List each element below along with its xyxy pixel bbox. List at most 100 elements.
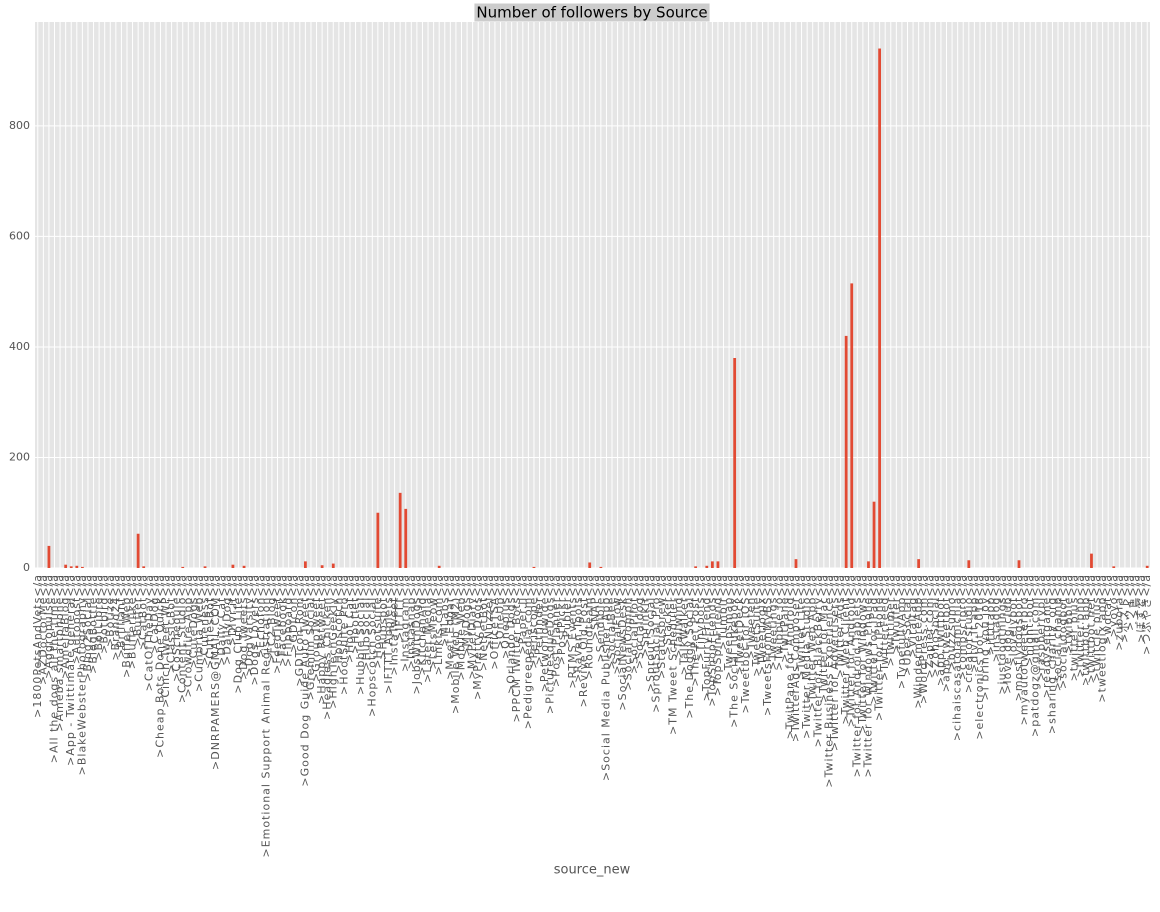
x-tick-label: >BlogBottle</a [87, 574, 100, 674]
x-tick-label: >Cuteness</a [198, 574, 211, 666]
x-tick-label: >Botbird</a [98, 574, 111, 654]
bar [1017, 560, 1021, 568]
x-tick-label: >TwitPane</a [778, 574, 791, 663]
x-tick-label: >IFTTT Applets</a [382, 574, 395, 694]
x-tick-label: >TopSpinFriend</a [711, 574, 724, 696]
x-tick-label: >Post Planner</a [549, 574, 562, 687]
bar [64, 564, 68, 568]
x-tick-label: >Twittimer</a [884, 574, 897, 667]
x-tick-label: >Cumbria Web</a [192, 574, 205, 692]
x-tick-label: >Twitter for Windows</a [856, 574, 869, 734]
x-tick-label: >Hootlet</a [349, 574, 362, 654]
x-tick-label: >WordPress.com</a [917, 574, 930, 704]
x-tick-label: >WindermereApp</a [912, 574, 925, 709]
x-tick-label: >Brand24</a [109, 574, 122, 661]
x-tick-label: >app.tweetbot</a [940, 574, 953, 692]
x-tick-label: >twittbot.net</a [1084, 574, 1097, 683]
x-tick-label: >lovelybot</a [1006, 574, 1019, 667]
chart-title: Number of followers by Source [476, 4, 707, 22]
x-tick-label: >CatBot</a [137, 574, 150, 650]
x-tick-label: >Crowdfire App</a [181, 574, 194, 698]
x-tick-label: >Blog2Social</a [81, 574, 94, 682]
x-tick-label: >Gremlin Social</a [304, 574, 317, 700]
x-tick-label: >CutiesBot</a [204, 574, 217, 669]
x-tick-label: >sharing_charity_org</a [1045, 574, 1058, 734]
x-tick-label: >Echofon</a [254, 574, 267, 658]
x-tick-label: >MyDogs</a [460, 574, 473, 657]
x-tick-label: >Tweetbot for iOS</a [739, 574, 752, 713]
x-tick-label: >Meet Edgar</a [443, 574, 456, 680]
x-tick-label: >Cheap Bots Done Quick</a [153, 574, 166, 758]
x-tick-label: >Daily Cat</a [215, 574, 228, 666]
x-tick-label: >Emotional Support Animal Registration</… [259, 574, 272, 858]
x-tick-label: >BlakeWebsterPhotography</a [75, 574, 88, 775]
x-tick-label: >Twitter Web Client</a [839, 574, 852, 725]
x-tick-label: >Later Media</a [421, 574, 434, 683]
bar [867, 561, 870, 568]
x-tick-label: >Social Media Publisher App</a [599, 574, 612, 781]
x-tick-label: >Hopscotch</a [332, 574, 345, 674]
x-tick-label: >TweetsFromMyBS</a [761, 574, 774, 716]
bar [1145, 565, 1149, 568]
x-tick-label: >Twitter for Windows Phone</a [861, 574, 874, 778]
x-tick-label: >Dog Club Life</a [231, 574, 244, 694]
bar [850, 283, 854, 568]
bar [1090, 553, 1093, 568]
x-tick-label: >GDTcon Rom</a [293, 574, 306, 687]
x-tick-label: >Twitter Ads</a [834, 574, 847, 678]
x-tick-label: >Tweeten</a [744, 574, 757, 659]
x-tick-label: >App - Twittimate general</a [64, 574, 77, 766]
x-tick-label: >TalkWalker</a [677, 574, 690, 675]
x-tick-label: >HubSocial</a [360, 574, 373, 671]
x-tick-label: >DNRPAMERS@GMAIL.COM</a [209, 574, 222, 770]
bar [532, 566, 536, 568]
x-tick-label: >Flipboard</a [282, 574, 295, 667]
x-tick-label: >SocialFlow</a [611, 574, 624, 675]
x-tick-label: >ZohoSocial</a [928, 574, 941, 677]
x-tick-label: >SocialNewsDesk</a [616, 574, 629, 711]
bar [242, 565, 246, 568]
x-tick-label: >wdcat</a [1101, 574, 1114, 645]
x-tick-label: >Orlando Dogs</a [505, 574, 518, 694]
x-tick-label: >Autopost</a [70, 574, 83, 664]
bar [404, 508, 408, 568]
x-tick-label: >AmeliaBlog</a [59, 574, 72, 679]
x-tick-label: >Hootsuite</a [371, 574, 384, 669]
x-tick-label: >DailyDog</a [220, 574, 233, 665]
bar [844, 335, 848, 568]
x-tick-label: >instadog</a [990, 574, 1003, 662]
x-tick-label: >OfficeTSA</a [488, 574, 501, 670]
x-tick-label: >Twitter for Mac</a [817, 574, 830, 703]
x-tick-label: >Sprout Social</a [644, 574, 657, 692]
x-tick-label: >Twitter for iPhone</a [873, 574, 886, 721]
x-tick-label: >socialdogbot</a [1057, 574, 1070, 689]
x-tick-label: >iftttapp</a [984, 574, 997, 655]
x-tick-label: >TopFurryFriend</a [700, 574, 713, 701]
x-tick-label: >love dog club</a [1001, 574, 1014, 694]
x-tick-label: >Buffer</a [131, 574, 144, 646]
x-tick-label: >Twitter for Android</a [845, 574, 858, 727]
x-tick-label: >MLabs</a [438, 574, 451, 647]
x-tick-label: >night-bot</a [1023, 574, 1036, 666]
x-tick-label: >Botize</a [103, 574, 116, 647]
x-tick-label: >social champ</a [1051, 574, 1064, 691]
x-tick-label: >justdogthings</a [995, 574, 1008, 695]
x-tick-label: >Dlvr.it</a [226, 574, 239, 646]
x-axis-label: source_new [554, 863, 631, 878]
x-tick-label: >twitter plus</a [1068, 574, 1081, 681]
x-tick-label: >app.twittbot</a [934, 574, 947, 686]
bar [303, 561, 307, 568]
x-tick-label: >Statusbrew</a [655, 574, 668, 679]
x-tick-label: >raspberrypi</a [1034, 574, 1047, 681]
y-tick-label: 600 [9, 229, 30, 242]
bar [47, 545, 51, 568]
x-tick-label: >zubora</a [1112, 574, 1125, 651]
x-tick-label: >GDIcon</a [287, 574, 300, 653]
x-tick-label: >RTMS Events</a [566, 574, 579, 689]
x-tick-label: >CatOfTheDay</a [142, 574, 155, 691]
title-box [474, 3, 710, 22]
x-tick-label: >HootSuite Pro</a [337, 574, 350, 695]
x-tick-label: >TypefullyApp</a [895, 574, 908, 689]
x-tick-label: >TwitterAds Composer</a [789, 574, 802, 742]
x-tick-label: >Instasnap</a [404, 574, 417, 669]
